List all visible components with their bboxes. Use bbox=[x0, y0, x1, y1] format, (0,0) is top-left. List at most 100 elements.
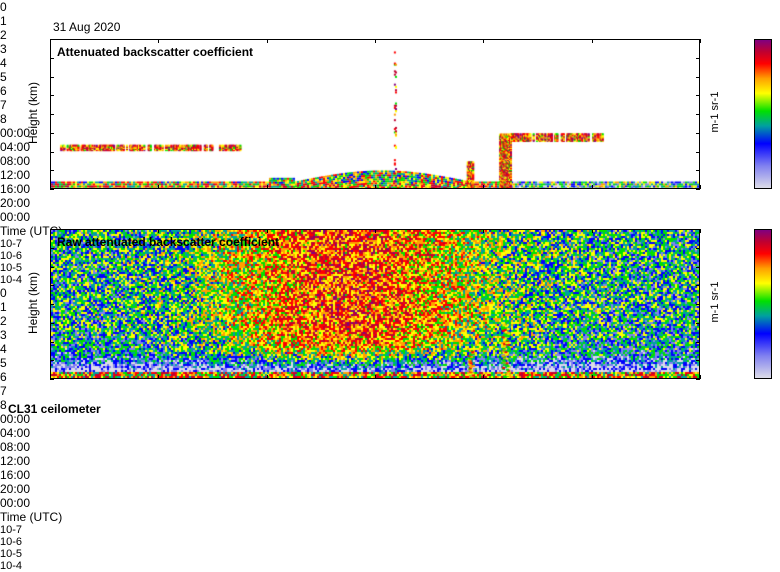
y-tick bbox=[696, 57, 700, 59]
y-tick bbox=[50, 189, 54, 190]
y-tick-label: 3 bbox=[0, 42, 7, 56]
x-tick bbox=[700, 39, 701, 43]
y-tick bbox=[50, 285, 54, 287]
y-tick-label: 7 bbox=[0, 98, 7, 112]
x-tick bbox=[700, 375, 701, 379]
y-tick bbox=[696, 151, 700, 153]
plot-area-1: Raw attenuated backscatter coefficient bbox=[50, 229, 700, 379]
date-label: 31 Aug 2020 bbox=[53, 20, 121, 34]
x-tick bbox=[375, 375, 376, 379]
y-tick-label: 5 bbox=[0, 70, 7, 84]
y-tick bbox=[696, 39, 700, 40]
y-tick-label: 4 bbox=[0, 342, 7, 356]
y-tick bbox=[50, 360, 54, 362]
colorbar-tick-label: 10-7 bbox=[0, 524, 23, 536]
x-tick bbox=[700, 185, 701, 189]
x-tick-label: 08:00 bbox=[0, 154, 31, 168]
x-tick bbox=[266, 375, 268, 379]
y-tick-label: 6 bbox=[0, 370, 7, 384]
y-tick bbox=[50, 304, 54, 305]
y-tick-label: 0 bbox=[0, 0, 7, 14]
colorbar bbox=[754, 229, 772, 379]
x-tick bbox=[50, 229, 51, 233]
y-tick bbox=[50, 39, 54, 40]
y-tick bbox=[696, 304, 700, 305]
y-tick bbox=[50, 151, 54, 153]
y-tick bbox=[696, 76, 700, 78]
y-tick-label: 2 bbox=[0, 314, 7, 328]
panel-title: Raw attenuated backscatter coefficient bbox=[57, 235, 280, 249]
y-tick bbox=[696, 114, 700, 115]
y-tick bbox=[50, 57, 54, 59]
y-tick bbox=[50, 266, 54, 268]
x-tick bbox=[158, 229, 160, 233]
y-tick bbox=[696, 379, 700, 380]
x-tick-label: 00:00 bbox=[0, 126, 31, 140]
x-tick-label: 20:00 bbox=[0, 482, 31, 496]
panel-title: Attenuated backscatter coefficient bbox=[57, 45, 254, 59]
y-tick bbox=[50, 322, 54, 324]
x-tick-label: 20:00 bbox=[0, 196, 31, 210]
x-axis-label: Time (UTC) bbox=[0, 224, 63, 238]
x-tick-label: 00:00 bbox=[0, 496, 31, 510]
x-tick bbox=[700, 229, 701, 233]
y-tick bbox=[696, 360, 700, 362]
y-tick bbox=[50, 247, 54, 249]
y-tick bbox=[50, 341, 54, 343]
x-tick bbox=[591, 39, 593, 43]
x-tick bbox=[591, 375, 593, 379]
y-tick-label: 8 bbox=[0, 112, 7, 126]
x-tick bbox=[591, 229, 593, 233]
y-tick-label: 3 bbox=[0, 328, 7, 342]
x-tick bbox=[375, 185, 376, 189]
x-tick-label: 04:00 bbox=[0, 426, 31, 440]
y-tick bbox=[696, 266, 700, 268]
x-tick bbox=[158, 185, 160, 189]
colorbar-tick-label: 10-7 bbox=[0, 238, 23, 250]
x-tick bbox=[266, 185, 268, 189]
x-tick-label: 00:00 bbox=[0, 210, 31, 224]
x-tick-label: 04:00 bbox=[0, 140, 31, 154]
x-tick bbox=[158, 39, 160, 43]
colorbar-tick-label: 10-5 bbox=[0, 262, 23, 274]
y-tick bbox=[696, 170, 700, 172]
x-tick-label: 08:00 bbox=[0, 440, 31, 454]
y-tick-label: 4 bbox=[0, 56, 7, 70]
y-tick bbox=[696, 285, 700, 287]
backscatter-heatmap bbox=[51, 40, 699, 188]
y-tick bbox=[696, 341, 700, 343]
y-tick bbox=[696, 247, 700, 249]
x-tick bbox=[50, 375, 51, 379]
x-tick-label: 16:00 bbox=[0, 468, 31, 482]
colorbar-tick-label: 10-4 bbox=[0, 560, 23, 572]
instrument-label: CL31 ceilometer bbox=[8, 402, 101, 416]
x-tick bbox=[50, 39, 51, 43]
x-tick bbox=[375, 229, 376, 233]
y-axis-label: Height (km) bbox=[26, 272, 40, 335]
x-tick-label: 16:00 bbox=[0, 182, 31, 196]
y-tick bbox=[50, 170, 54, 172]
y-tick bbox=[50, 114, 54, 115]
x-tick-label: 12:00 bbox=[0, 454, 31, 468]
x-tick bbox=[266, 39, 268, 43]
x-tick bbox=[483, 375, 485, 379]
colorbar-tick-label: 10-5 bbox=[0, 548, 23, 560]
y-tick-label: 0 bbox=[0, 286, 7, 300]
y-tick-label: 5 bbox=[0, 356, 7, 370]
colorbar-tick-label: 10-6 bbox=[0, 536, 23, 548]
y-tick-label: 1 bbox=[0, 300, 7, 314]
x-tick bbox=[483, 229, 485, 233]
x-axis-label: Time (UTC) bbox=[0, 510, 63, 524]
y-tick-label: 8 bbox=[0, 398, 7, 412]
y-tick-label: 6 bbox=[0, 84, 7, 98]
x-tick bbox=[266, 229, 268, 233]
x-tick bbox=[158, 375, 160, 379]
colorbar-label: m-1 sr-1 bbox=[709, 281, 721, 323]
colorbar-label: m-1 sr-1 bbox=[709, 91, 721, 133]
plot-area-0: Attenuated backscatter coefficient bbox=[50, 39, 700, 189]
y-axis-label: Height (km) bbox=[26, 82, 40, 145]
backscatter-heatmap bbox=[51, 230, 699, 378]
y-tick bbox=[696, 322, 700, 324]
y-tick bbox=[50, 132, 54, 134]
x-tick bbox=[483, 185, 485, 189]
